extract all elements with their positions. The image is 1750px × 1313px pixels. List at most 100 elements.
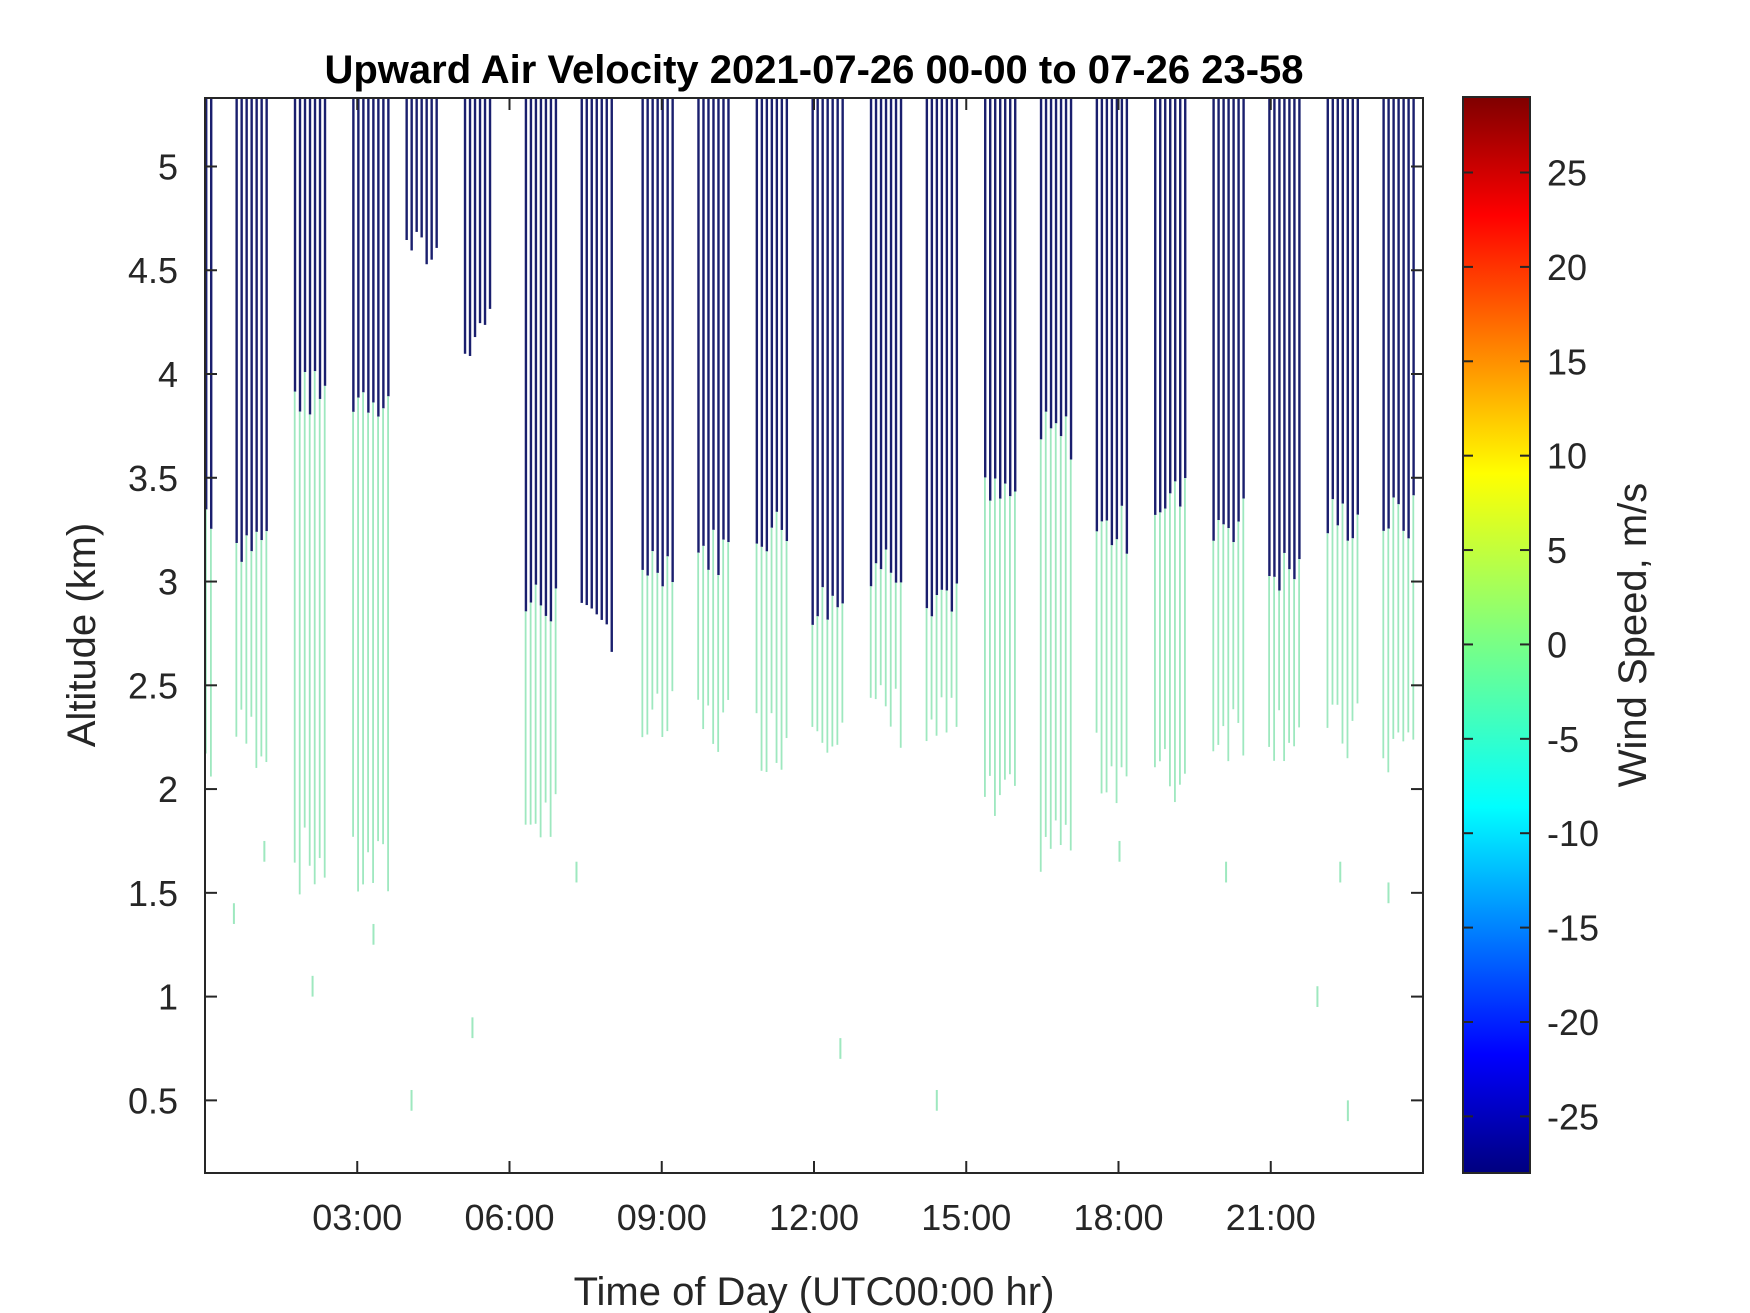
x-tick-label: 03:00: [312, 1197, 402, 1238]
lower-stripe: [524, 611, 527, 825]
lower-stripe: [1336, 525, 1339, 705]
lower-stripe: [935, 595, 938, 736]
upper-stripe: [1412, 98, 1415, 496]
upper-stripe: [1331, 98, 1334, 500]
lower-stripe: [755, 543, 758, 714]
upper-stripe: [585, 98, 588, 606]
upper-stripe: [816, 98, 819, 617]
upper-stripe: [841, 98, 844, 604]
lower-stripe: [1054, 423, 1057, 821]
upper-stripe: [1382, 98, 1385, 531]
upper-stripe: [478, 98, 482, 324]
upper-stripe: [1049, 98, 1053, 429]
upper-stripe: [468, 98, 472, 356]
lower-stripe: [1288, 569, 1291, 743]
lower-stripe: [950, 611, 953, 698]
upper-stripe: [989, 98, 992, 501]
upper-stripe: [1288, 98, 1291, 570]
profile-block: [697, 98, 730, 752]
lower-stripe: [1154, 514, 1156, 768]
upper-stripe: [1232, 98, 1235, 543]
profile-block: [925, 98, 959, 742]
upper-stripe: [205, 98, 208, 510]
upper-stripe: [1064, 98, 1068, 417]
upper-stripe: [661, 98, 664, 587]
lower-stripe: [1004, 483, 1006, 780]
upper-stripe: [529, 98, 533, 603]
upper-stripe: [836, 98, 839, 608]
colorbar-tick-label: 0: [1547, 624, 1567, 665]
isolated-value: [410, 1089, 413, 1111]
lower-stripe: [1237, 521, 1240, 723]
isolated-value: [1387, 882, 1390, 904]
upper-stripe: [712, 98, 715, 530]
profile-block: [1212, 98, 1245, 762]
lower-stripe: [1069, 459, 1072, 851]
colorbar-tick-label: -10: [1547, 813, 1599, 854]
lower-stripe: [1392, 497, 1395, 739]
upper-stripe: [884, 98, 888, 550]
lower-stripe: [1298, 559, 1301, 728]
upper-stripe: [382, 98, 385, 409]
lower-stripe: [235, 542, 238, 737]
upper-stripe: [1212, 98, 1215, 541]
lower-stripe: [1039, 439, 1042, 872]
lower-stripe: [1164, 508, 1166, 750]
upper-stripe: [765, 98, 769, 552]
profile-block: [235, 98, 268, 768]
y-tick-label: 2.5: [128, 665, 178, 706]
isolated-value: [372, 923, 375, 945]
upper-stripe: [377, 98, 380, 417]
lower-stripe: [1095, 531, 1098, 733]
upper-stripe: [984, 98, 987, 478]
upper-stripe: [1125, 98, 1129, 554]
lower-stripe: [889, 572, 892, 727]
isolated-value: [471, 1017, 474, 1039]
upper-stripe: [210, 98, 213, 529]
lower-stripe: [1009, 496, 1011, 775]
profile-block: [1154, 98, 1187, 803]
lower-stripe: [1014, 491, 1016, 786]
lower-stripe: [357, 397, 359, 892]
upper-stripe: [313, 98, 317, 372]
upper-stripe: [869, 98, 873, 587]
upper-stripe: [245, 98, 248, 536]
upper-stripe: [925, 98, 929, 609]
profile-block: [580, 98, 613, 652]
upper-stripe: [425, 98, 428, 265]
upper-stripe: [950, 98, 954, 612]
lower-stripe: [352, 411, 354, 837]
lower-stripe: [1407, 538, 1410, 733]
upper-stripe: [1336, 98, 1339, 526]
upper-stripe: [1169, 98, 1172, 494]
upper-stripe: [1159, 98, 1162, 513]
upper-stripe: [1009, 98, 1012, 497]
upper-stripe: [646, 98, 649, 576]
upper-stripe: [1298, 98, 1301, 560]
lower-stripe: [1293, 579, 1296, 747]
lower-stripe: [874, 563, 877, 700]
lower-stripe: [707, 569, 710, 706]
x-tick-label: 18:00: [1073, 1197, 1163, 1238]
lower-stripe: [722, 539, 725, 713]
upper-stripe: [318, 98, 322, 399]
y-tick-label: 5: [158, 146, 178, 187]
upper-stripe: [1174, 98, 1177, 482]
isolated-value: [575, 861, 578, 883]
lower-stripe: [666, 556, 669, 732]
lower-stripe: [544, 615, 547, 803]
profile-block: [1382, 98, 1415, 773]
lower-stripe: [1100, 521, 1103, 794]
upper-stripe: [357, 98, 360, 398]
lower-stripe: [879, 569, 882, 686]
lower-stripe: [382, 408, 384, 845]
lower-stripe: [313, 371, 316, 885]
lower-stripe: [1341, 503, 1344, 744]
upper-stripe: [420, 98, 423, 238]
upper-stripe: [1217, 98, 1220, 521]
upper-stripe: [702, 98, 705, 546]
upper-stripe: [1387, 98, 1390, 529]
upper-stripe: [1059, 98, 1063, 437]
lower-stripe: [1064, 416, 1067, 825]
lower-stripe: [1049, 428, 1052, 849]
